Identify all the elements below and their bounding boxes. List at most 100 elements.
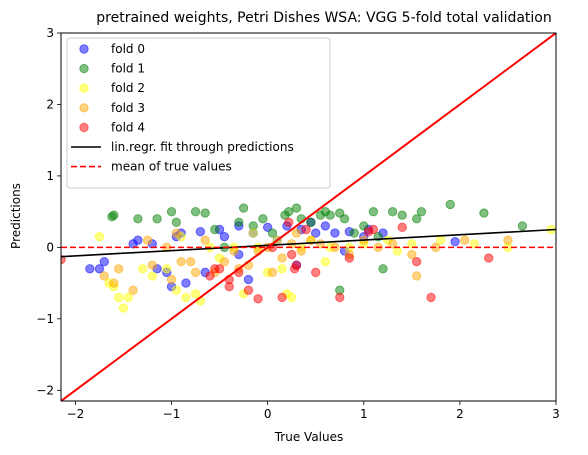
x-tick-label: 1 <box>360 407 368 421</box>
scatter-point <box>268 268 276 276</box>
scatter-point <box>285 207 293 215</box>
scatter-point <box>278 254 286 262</box>
scatter-point <box>119 304 127 312</box>
scatter-point <box>345 254 353 262</box>
legend-marker <box>80 84 88 92</box>
scatter-point <box>167 275 175 283</box>
scatter-point <box>321 222 329 230</box>
scatter-point <box>187 257 195 265</box>
scatter-point <box>480 209 488 217</box>
scatter-point <box>369 225 377 233</box>
scatter-point <box>285 218 293 226</box>
scatter-point <box>336 293 344 301</box>
scatter-point <box>114 293 122 301</box>
scatter-point <box>518 222 526 230</box>
scatter-point <box>369 207 377 215</box>
scatter-point <box>278 265 286 273</box>
scatter-point <box>201 209 209 217</box>
scatter-point <box>143 236 151 244</box>
x-tick-label: −2 <box>67 407 85 421</box>
scatter-point <box>215 265 223 273</box>
scatter-point <box>292 229 300 237</box>
legend-marker <box>80 104 88 112</box>
scatter-point <box>153 215 161 223</box>
scatter-point <box>398 211 406 219</box>
scatter-point <box>379 265 387 273</box>
legend-marker <box>80 123 88 131</box>
legend-label: fold 4 <box>111 120 145 134</box>
scatter-point <box>451 237 459 245</box>
scatter-point <box>321 257 329 265</box>
scatter-point <box>292 204 300 212</box>
scatter-point <box>211 225 219 233</box>
scatter-point <box>340 215 348 223</box>
scatter-point <box>167 207 175 215</box>
scatter-point <box>86 265 94 273</box>
scatter-point <box>100 272 108 280</box>
scatter-point <box>191 207 199 215</box>
scatter-point <box>398 223 406 231</box>
x-tick-label: 0 <box>264 407 272 421</box>
scatter-point <box>292 261 300 269</box>
scatter-point <box>417 207 425 215</box>
scatter-point <box>302 225 310 233</box>
series-fold-3 <box>100 229 512 295</box>
scatter-point <box>235 218 243 226</box>
scatter-point <box>172 229 180 237</box>
scatter-point <box>95 232 103 240</box>
y-axis-label: Predictions <box>9 183 23 249</box>
scatter-point <box>163 265 171 273</box>
scatter-point <box>412 272 420 280</box>
legend-label: fold 3 <box>111 101 145 115</box>
scatter-point <box>134 215 142 223</box>
legend-label: fold 1 <box>111 62 145 76</box>
x-tick-label: 3 <box>552 407 560 421</box>
scatter-point <box>460 236 468 244</box>
scatter-point <box>182 279 190 287</box>
y-tick-label: 1 <box>46 169 54 183</box>
scatter-point <box>485 254 493 262</box>
scatter-point <box>427 293 435 301</box>
scatter-point <box>312 268 320 276</box>
series-fold-2 <box>95 225 555 312</box>
scatter-point <box>254 295 262 303</box>
legend-label: fold 0 <box>111 42 145 56</box>
scatter-point <box>350 229 358 237</box>
scatter-point <box>148 272 156 280</box>
scatter-point <box>287 293 295 301</box>
y-tick-label: 0 <box>46 240 54 254</box>
scatter-point <box>114 265 122 273</box>
y-tick-label: 2 <box>46 97 54 111</box>
y-tick-label: −2 <box>36 383 54 397</box>
scatter-point <box>220 232 228 240</box>
scatter-point <box>239 204 247 212</box>
scatter-point <box>172 218 180 226</box>
y-tick-label: −1 <box>36 312 54 326</box>
scatter-point <box>134 236 142 244</box>
scatter-point <box>108 212 116 220</box>
scatter-point <box>287 250 295 258</box>
legend-label: lin.regr. fit through predictions <box>111 140 294 154</box>
scatter-point <box>201 236 209 244</box>
legend-label: fold 2 <box>111 81 145 95</box>
scatter-point <box>191 268 199 276</box>
scatter-point <box>446 200 454 208</box>
scatter-point <box>326 211 334 219</box>
scatter-point <box>249 229 257 237</box>
scatter-point <box>331 229 339 237</box>
scatter-point <box>259 215 267 223</box>
legend-label: mean of true values <box>111 160 232 174</box>
x-tick-label: 2 <box>456 407 464 421</box>
scatter-point <box>110 279 118 287</box>
scatter-point <box>412 257 420 265</box>
scatter-point <box>278 293 286 301</box>
scatter-point <box>504 236 512 244</box>
legend-marker <box>80 64 88 72</box>
y-tick-label: 3 <box>46 26 54 40</box>
scatter-point <box>100 257 108 265</box>
scatter-point <box>388 207 396 215</box>
scatter-point <box>138 265 146 273</box>
x-tick-label: −1 <box>163 407 181 421</box>
chart-title: pretrained weights, Petri Dishes WSA: VG… <box>96 10 552 26</box>
